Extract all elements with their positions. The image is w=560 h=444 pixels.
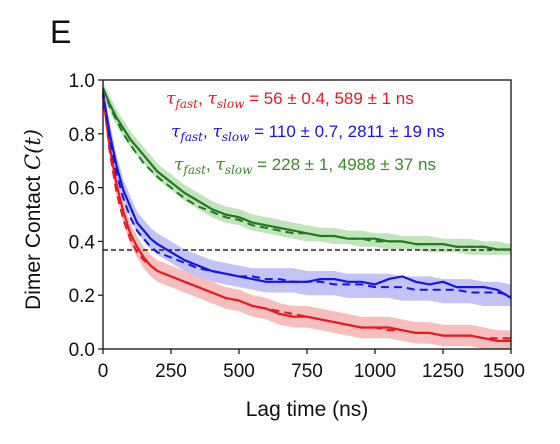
annotation-3: τfast, τslow = 228 ± 1, 4988 ± 37 ns [174, 155, 436, 177]
y-tick-label: 0.6 [69, 179, 95, 200]
fit-lines [102, 87, 512, 340]
tau-slow-symbol: τ [215, 155, 225, 175]
tau-slow-subscript: slow [217, 97, 245, 111]
annotation-values: = 110 ± 0.7, 2811 ± 19 ns [249, 122, 444, 141]
tau-fast-subscript: fast [174, 97, 198, 111]
tau-separator: , [198, 89, 207, 108]
fit-series-3 [102, 87, 511, 251]
tau-separator: , [206, 155, 215, 174]
line-series-2 [101, 93, 512, 299]
x-tick-label: 750 [291, 361, 323, 382]
fit-series-2 [102, 90, 512, 297]
line-series-3 [101, 87, 511, 251]
x-tick-label: 0 [98, 361, 109, 382]
y-axis-label-text: Dimer Contact [22, 170, 45, 310]
x-tick-label: 1250 [422, 361, 464, 382]
tau-separator: , [203, 122, 212, 141]
y-tick-label: 0.4 [69, 232, 96, 253]
ticks: 0 250 500 750 1000 1250 1500 0.0 0.2 0.4 0.6 0.8 1.0 [69, 71, 525, 382]
tau-slow-subscript: slow [225, 163, 253, 177]
tau-fast-subscript: fast [179, 130, 203, 144]
x-axis-label: Lag time (ns) [246, 398, 369, 421]
y-axis-label: Dimer Contact C(t) [21, 129, 45, 310]
y-tick-label: 0.2 [69, 286, 95, 307]
tau-fast-symbol: τ [171, 122, 181, 142]
band-series-2 [103, 85, 511, 307]
tau-fast-symbol: τ [174, 155, 184, 175]
annotation-1: τfast, τslow = 56 ± 0.4, 589 ± 1 ns [166, 89, 414, 111]
tau-fast-symbol: τ [166, 89, 176, 109]
tau-slow-subscript: slow [222, 130, 250, 144]
line-series-1 [101, 95, 511, 342]
confidence-bands [103, 82, 511, 349]
annotation-values: = 228 ± 1, 4988 ± 37 ns [252, 155, 436, 174]
y-tick-label: 0.8 [69, 125, 95, 146]
x-tick-label: 500 [223, 361, 255, 382]
band-series-1 [103, 88, 511, 349]
band-series-3 [103, 82, 511, 255]
panel-label: E [50, 14, 72, 50]
tau-slow-symbol: τ [207, 89, 217, 109]
y-tick-label: 1.0 [69, 71, 95, 92]
annotation-values: = 56 ± 0.4, 589 ± 1 ns [244, 89, 413, 108]
fit-series-1 [102, 93, 511, 340]
y-axis-label-math: C(t) [21, 129, 45, 170]
tau-slow-symbol: τ [212, 122, 222, 142]
x-tick-label: 1000 [354, 361, 396, 382]
series-lines [101, 87, 512, 342]
tau-fast-subscript: fast [182, 163, 206, 177]
x-tick-label: 1500 [483, 361, 525, 382]
y-tick-label: 0.0 [69, 340, 95, 361]
annotations: τfast, τslow = 56 ± 0.4, 589 ± 1 nsτfast… [166, 89, 445, 177]
x-tick-label: 250 [155, 361, 187, 382]
annotation-2: τfast, τslow = 110 ± 0.7, 2811 ± 19 ns [171, 122, 445, 144]
